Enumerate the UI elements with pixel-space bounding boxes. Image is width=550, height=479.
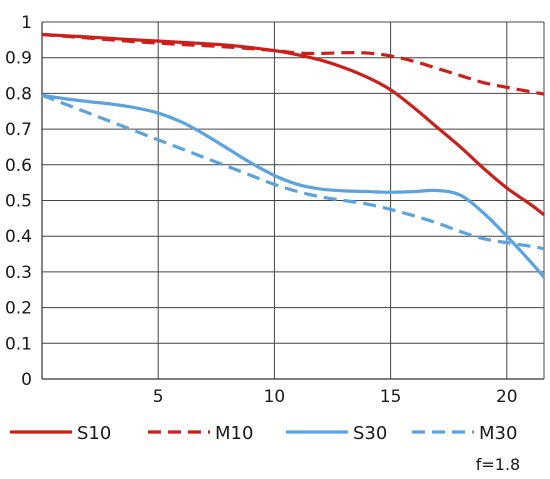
series-lines <box>41 32 546 279</box>
x-tick-label-1: 10 <box>264 387 286 407</box>
x-tick-label-2: 15 <box>380 387 402 407</box>
aperture-note: f=1.8 <box>476 455 520 474</box>
x-tick-label-0: 5 <box>153 387 164 407</box>
y-tick-label-10: 1 <box>21 13 32 33</box>
legend-label-m30: M30 <box>479 423 517 444</box>
y-tick-label-7: 0.7 <box>5 120 32 140</box>
series-line-s10 <box>41 32 545 217</box>
y-tick-label-5: 0.5 <box>5 192 32 212</box>
x-tick-label-3: 20 <box>496 387 518 407</box>
legend: S10 M10 S30 M30 <box>10 423 517 444</box>
legend-label-s30: S30 <box>353 423 387 444</box>
legend-label-s10: S10 <box>77 423 111 444</box>
grid <box>41 21 545 380</box>
y-tick-label-3: 0.3 <box>5 263 32 283</box>
y-tick-label-0: 0 <box>21 370 32 390</box>
y-tick-label-2: 0.2 <box>5 299 32 319</box>
series-line-s30 <box>41 93 546 279</box>
y-tick-label-8: 0.8 <box>5 84 32 104</box>
legend-label-m10: M10 <box>215 423 253 444</box>
y-tick-label-4: 0.4 <box>5 227 32 247</box>
tick-labels: 00.10.20.30.40.50.60.70.80.915 10 15 20 <box>5 13 518 407</box>
y-tick-label-1: 0.1 <box>5 334 32 354</box>
series-line-m30 <box>41 93 545 251</box>
y-tick-label-9: 0.9 <box>5 49 32 69</box>
series-line-m10 <box>41 32 545 96</box>
y-tick-label-6: 0.6 <box>5 156 32 176</box>
